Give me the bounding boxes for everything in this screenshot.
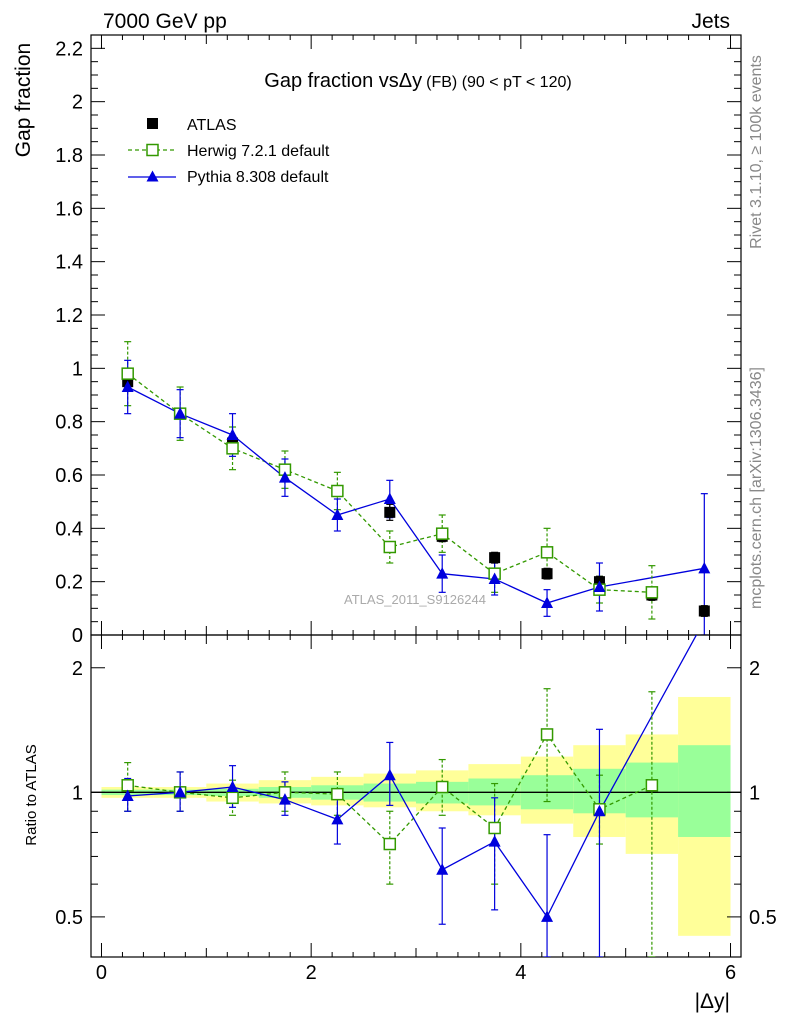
x-tick-label: 6 bbox=[725, 962, 736, 984]
pythia-ratio-errorbar bbox=[491, 797, 499, 911]
pythia-ratio-point bbox=[383, 768, 396, 781]
herwig-point bbox=[383, 540, 397, 554]
pythia-ratio-point bbox=[331, 812, 344, 825]
atlas-point bbox=[489, 552, 501, 564]
pythia-point bbox=[121, 380, 134, 392]
pythia-point bbox=[383, 492, 396, 504]
ratio-y-axis-label: Ratio to ATLAS bbox=[23, 744, 40, 845]
pythia-ratio-point bbox=[121, 789, 134, 801]
herwig-ratio-point bbox=[435, 780, 449, 794]
pythia-ratio-point bbox=[174, 785, 187, 798]
main-y-tick-label: 0.2 bbox=[55, 572, 83, 594]
chart-title-sub: (FB) (90 < pT < 120) bbox=[426, 74, 572, 91]
mcplots-label: mcplots.cern.ch [arXiv:1306.3436] bbox=[748, 367, 765, 609]
herwig-ratio-errorbar bbox=[543, 688, 551, 803]
herwig-point bbox=[226, 442, 239, 455]
ratio-y-tick-label-left: 0.5 bbox=[55, 907, 83, 929]
herwig-ratio-point bbox=[121, 779, 134, 792]
herwig-ratio-point bbox=[331, 787, 344, 801]
legend-marker-herwig bbox=[146, 143, 159, 157]
rivet-version-label: Rivet 3.1.10, ≥ 100k events bbox=[748, 55, 765, 249]
analysis-watermark: ATLAS_2011_S9126244 bbox=[344, 592, 486, 607]
main-y-tick-label: 1.8 bbox=[55, 145, 83, 167]
legend-marker-pythia bbox=[146, 170, 159, 182]
herwig-ratio-point bbox=[383, 837, 397, 851]
pythia-ratio-point bbox=[436, 863, 449, 875]
pythia-ratio-point bbox=[541, 910, 554, 922]
main-y-tick-label: 0 bbox=[72, 625, 83, 647]
pythia-ratio-errorbar bbox=[595, 728, 603, 957]
main-y-tick-label: 2 bbox=[72, 92, 83, 114]
main-y-tick-label: 1 bbox=[72, 358, 83, 380]
main-y-tick-label: 1.4 bbox=[55, 252, 83, 274]
legend-label-atlas: ATLAS bbox=[187, 117, 237, 134]
ratio-y-tick-label-right: 2 bbox=[749, 658, 760, 680]
pythia-point bbox=[698, 561, 711, 574]
herwig-point bbox=[121, 367, 134, 380]
x-tick-label: 2 bbox=[306, 962, 317, 984]
ratio-y-tick-label-right: 1 bbox=[749, 782, 760, 804]
main-y-tick-label: 0.6 bbox=[55, 465, 83, 487]
pythia-ratio-errorbar bbox=[543, 834, 551, 957]
pythia-ratio-point bbox=[226, 780, 239, 793]
pythia-ratio-point bbox=[488, 835, 501, 847]
main-panel: Gap fraction Gap fraction vsΔy (FB) (90 <… bbox=[12, 34, 742, 647]
chart-title-main: Gap fraction vsΔy bbox=[264, 70, 422, 92]
herwig-ratio-errorbar bbox=[648, 691, 656, 957]
legend-label-herwig: Herwig 7.2.1 default bbox=[187, 143, 330, 160]
ratio-panel: Ratio to ATLAS |Δy| 0 2 4 6 0.5 0.5 1 1 2 2 bbox=[23, 634, 777, 1013]
herwig-point bbox=[331, 484, 344, 498]
main-y-tick-label: 1.6 bbox=[55, 198, 83, 220]
herwig-point bbox=[645, 586, 659, 599]
herwig-point bbox=[435, 527, 449, 540]
atlas-point bbox=[384, 506, 396, 518]
ratio-y-tick-label-left: 2 bbox=[72, 658, 83, 680]
pythia-ratio-point bbox=[593, 804, 606, 817]
herwig-ratio-point bbox=[226, 791, 239, 805]
pythia-point bbox=[331, 508, 344, 520]
header-jets-label: Jets bbox=[691, 10, 730, 33]
main-y-tick-label: 0.4 bbox=[55, 518, 83, 540]
legend-label-pythia: Pythia 8.308 default bbox=[187, 169, 329, 186]
header-energy-label: 7000 GeV pp bbox=[103, 10, 227, 33]
herwig-ratio-point bbox=[540, 728, 554, 741]
pythia-point bbox=[278, 471, 291, 483]
main-y-tick-label: 1.2 bbox=[55, 305, 83, 327]
x-tick-label: 0 bbox=[96, 962, 107, 984]
pythia-line bbox=[127, 386, 705, 604]
pythia-point bbox=[488, 572, 501, 584]
ratio-band-green-11 bbox=[678, 745, 731, 837]
pythia-ratio-errorbar bbox=[438, 827, 446, 925]
pythia-point bbox=[174, 407, 187, 419]
main-y-tick-label: 2.2 bbox=[55, 38, 83, 60]
herwig-point bbox=[540, 546, 554, 559]
ratio-y-tick-label-right: 0.5 bbox=[749, 907, 777, 929]
atlas-point bbox=[541, 568, 553, 580]
pythia-point bbox=[593, 580, 606, 592]
legend: ATLAS Herwig 7.2.1 default Pythia 8.308 … bbox=[128, 117, 330, 186]
x-tick-label: 4 bbox=[515, 962, 526, 984]
x-axis-label: |Δy| bbox=[695, 990, 730, 1013]
chart-title: Gap fraction vsΔy (FB) (90 < pT < 120) bbox=[264, 70, 571, 92]
pythia-point bbox=[436, 567, 449, 579]
ratio-y-tick-label-left: 1 bbox=[72, 782, 83, 804]
herwig-ratio-point bbox=[645, 779, 659, 792]
atlas-point bbox=[698, 605, 710, 617]
herwig-ratio-point bbox=[488, 821, 501, 835]
herwig-errorbar bbox=[438, 514, 446, 553]
main-y-axis-label: Gap fraction bbox=[12, 43, 35, 157]
main-y-tick-label: 0.8 bbox=[55, 412, 83, 434]
legend-marker-atlas bbox=[147, 118, 158, 129]
pythia-point bbox=[541, 596, 554, 608]
pythia-point bbox=[226, 428, 239, 440]
pythia-ratio-point bbox=[278, 793, 291, 805]
